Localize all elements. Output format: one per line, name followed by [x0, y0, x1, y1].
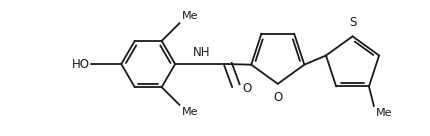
- Text: Me: Me: [375, 108, 392, 118]
- Text: S: S: [348, 16, 356, 29]
- Text: Me: Me: [181, 107, 198, 117]
- Text: O: O: [241, 82, 251, 95]
- Text: HO: HO: [71, 58, 89, 71]
- Text: O: O: [273, 91, 282, 104]
- Text: NH: NH: [192, 46, 210, 59]
- Text: Me: Me: [181, 11, 198, 21]
